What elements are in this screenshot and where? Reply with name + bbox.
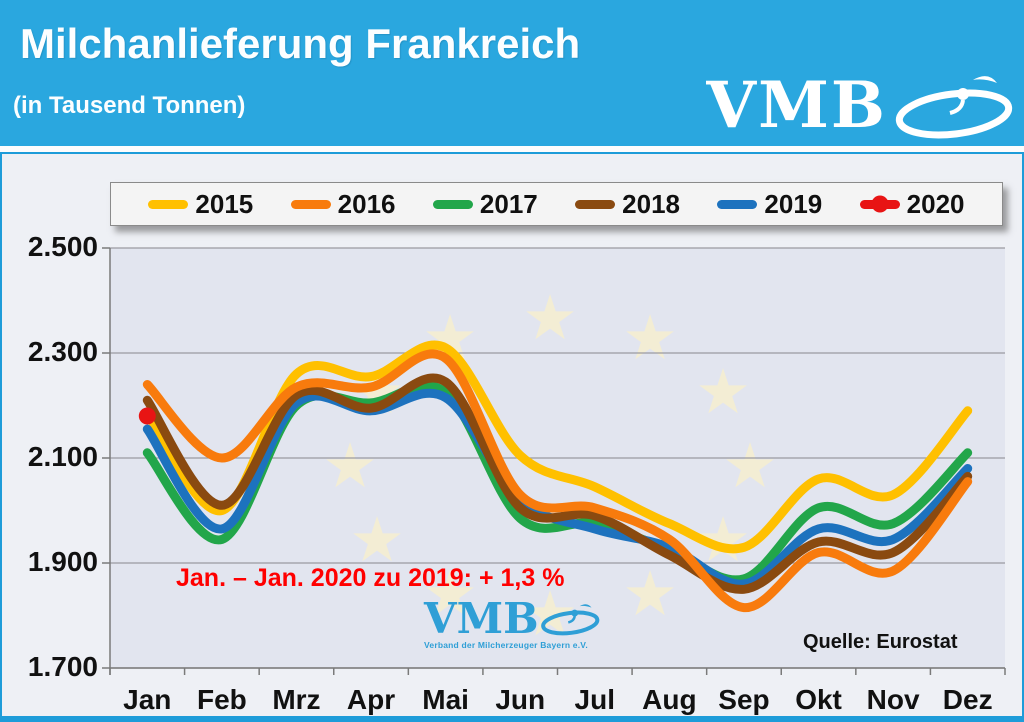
legend-swatch-2017: [432, 199, 473, 209]
legend-swatch-2016: [290, 199, 331, 209]
legend-label-2019: 2019: [764, 188, 823, 219]
y-tick-label: 2.100: [27, 441, 98, 472]
legend-swatch-2020: [859, 195, 900, 213]
vmb-watermark-text: VMB: [424, 594, 539, 643]
legend-swatch-2019: [717, 199, 758, 209]
vmb-logo-text: VMB: [706, 68, 887, 143]
legend-label-2020: 2020: [906, 188, 965, 219]
legend-item-2015: 2015: [148, 189, 253, 220]
source-label: Quelle: Eurostat: [803, 631, 958, 653]
header: Milchanlieferung Frankreich (in Tausend …: [0, 0, 1024, 146]
legend-label-2018: 2018: [622, 188, 680, 219]
y-tick-label: 2.300: [27, 336, 98, 367]
x-tick-label-Mai: Mai: [422, 684, 469, 715]
legend-item-2017: 2017: [432, 188, 538, 220]
x-tick-label-Jun: Jun: [495, 684, 546, 715]
vmb-swoosh-icon: [895, 76, 1013, 139]
legend-label-2015: 2015: [195, 188, 254, 219]
x-tick-label-Dez: Dez: [942, 684, 993, 715]
annotation-2020-vs-2019: Jan. – Jan. 2020 zu 2019: + 1,3 %: [176, 564, 565, 592]
legend-item-2020: 2020: [859, 188, 965, 220]
x-tick-label-Mrz: Mrz: [272, 684, 321, 715]
legend: 2015 2016 2017 2018 2019 2020: [110, 182, 1003, 226]
x-tick-label-Jul: Jul: [574, 684, 616, 715]
legend-label-2017: 2017: [479, 188, 538, 219]
x-tick-label-Feb: Feb: [196, 684, 247, 715]
y-tick-label: 2.500: [27, 231, 98, 262]
vmb-watermark-caption: Verband der Milcherzeuger Bayern e.V.: [424, 640, 588, 650]
x-tick-label-Nov: Nov: [866, 684, 920, 715]
legend-item-2016: 2016: [290, 188, 396, 220]
x-tick-label-Sep: Sep: [718, 684, 770, 715]
legend-swatch-2015: [148, 199, 189, 209]
vmb-watermark: VMB Verband der Milcherzeuger Bayern e.V…: [424, 594, 604, 650]
x-tick-label-Aug: Aug: [642, 684, 697, 715]
x-tick-label-Okt: Okt: [795, 684, 842, 715]
y-tick-label: 1.900: [27, 546, 98, 577]
page-title: Milchanlieferung Frankreich: [20, 20, 581, 67]
vmb-logo: VMB: [706, 70, 1016, 142]
legend-item-2019: 2019: [717, 189, 822, 220]
y-tick-label: 1.700: [27, 651, 98, 682]
vmb-watermark-swoosh-icon: [540, 604, 599, 636]
legend-marker-dot-2020: [871, 195, 889, 213]
legend-item-2018: 2018: [575, 189, 680, 220]
legend-label-2016: 2016: [337, 188, 396, 219]
page-subtitle: (in Tausend Tonnen): [13, 92, 246, 119]
legend-swatch-2018: [575, 199, 616, 209]
x-tick-label-Jan: Jan: [123, 684, 172, 715]
x-tick-label-Apr: Apr: [346, 684, 396, 715]
